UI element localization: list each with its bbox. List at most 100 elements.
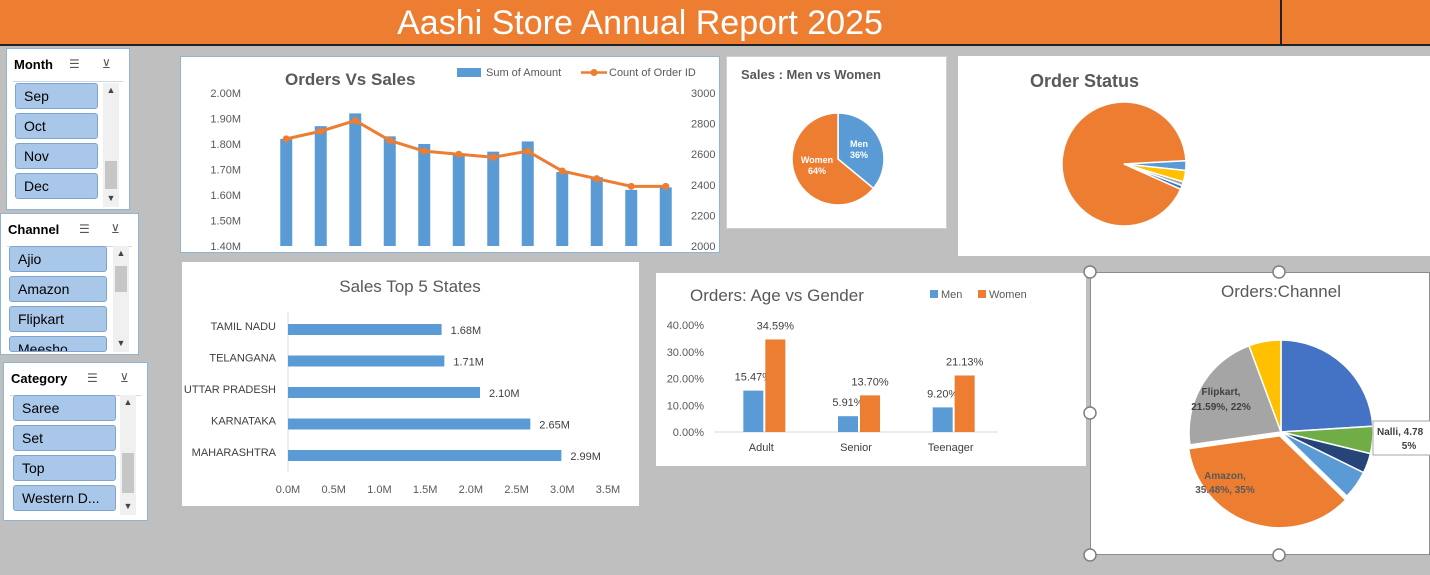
clear-filter-icon[interactable]: ⊻ xyxy=(120,371,129,385)
value-label: 2.65M xyxy=(539,420,570,432)
y-tick-label: 1.90M xyxy=(210,114,241,126)
slicer-item-top[interactable]: Top xyxy=(13,455,116,481)
orders-channel-svg: Orders:Channel Nalli, 4.78 5% Amazon, 35… xyxy=(1187,282,1430,529)
bar xyxy=(556,172,569,246)
slicer-item-dec[interactable]: Dec xyxy=(15,173,98,199)
bar xyxy=(349,113,362,247)
selection-handles[interactable] xyxy=(1078,262,1430,568)
scroll-thumb[interactable] xyxy=(122,453,134,493)
top5-states-svg: Sales Top 5 States TAMIL NADU 1.68M TELANG… xyxy=(184,277,620,496)
value-label: 13.70% xyxy=(851,376,889,388)
bar xyxy=(743,390,764,432)
slicer-item-nov[interactable]: Nov xyxy=(15,143,98,169)
resize-handle[interactable] xyxy=(1083,548,1097,562)
scroll-up-icon[interactable]: ▲ xyxy=(116,248,126,258)
y2-tick-label: 2200 xyxy=(691,210,715,222)
status-slice xyxy=(1123,163,1184,191)
category-slicer[interactable]: Category ☰ ⊻ Saree Set Top Western D... … xyxy=(3,362,148,521)
value-label: 2.10M xyxy=(489,388,520,400)
resize-handle[interactable] xyxy=(1272,265,1286,279)
clear-filter-icon[interactable]: ⊻ xyxy=(111,222,120,236)
resize-handle[interactable] xyxy=(1272,548,1286,562)
slice-percent-women: 64% xyxy=(808,166,826,176)
sales-men-women-svg: Sales : Men vs Women Men 36% Women 64% xyxy=(741,67,885,206)
age-vs-gender-svg: Orders: Age vs Gender Men Women 40.00% 30… xyxy=(667,286,1027,454)
legend-label-women: Women xyxy=(989,289,1027,301)
line-point xyxy=(420,147,428,155)
report-banner: Aashi Store Annual Report 2025 xyxy=(0,0,1430,46)
slicer-item-amazon[interactable]: Amazon xyxy=(9,276,107,302)
slicer-divider xyxy=(13,81,123,82)
slicer-item-set[interactable]: Set xyxy=(13,425,116,451)
y-tick-label: 20.00% xyxy=(667,374,705,386)
slice-percent-nalli: 5% xyxy=(1402,441,1417,452)
scroll-thumb[interactable] xyxy=(105,161,117,189)
slicer-item-flipkart[interactable]: Flipkart xyxy=(9,306,107,332)
resize-handle[interactable] xyxy=(1083,406,1097,420)
clear-filter-icon[interactable]: ⊻ xyxy=(102,57,111,71)
y-tick-label: 40.00% xyxy=(667,320,705,332)
y-tick-label: 30.00% xyxy=(667,347,705,359)
scroll-up-icon[interactable]: ▲ xyxy=(106,85,116,95)
slicer-item-oct[interactable]: Oct xyxy=(15,113,98,139)
slicer-item-ajio[interactable]: Ajio xyxy=(9,246,107,272)
category-label: TAMIL NADU xyxy=(211,321,276,333)
category-label: UTTAR PRADESH xyxy=(184,384,276,396)
gender-slice xyxy=(837,112,885,190)
channel-slicer[interactable]: Channel ☰ ⊻ Ajio Amazon Flipkart Meesho … xyxy=(0,213,139,355)
orders-vs-sales-chart[interactable]: Orders Vs Sales Sum of Amount Count of O… xyxy=(180,56,720,253)
line-point xyxy=(489,153,497,161)
x-tick-label: 2.5M xyxy=(504,484,528,496)
channel-slice xyxy=(1248,339,1282,433)
bar xyxy=(954,375,975,432)
scroll-down-icon[interactable]: ▼ xyxy=(123,501,133,511)
scroll-thumb[interactable] xyxy=(115,266,127,292)
month-scrollbar[interactable]: ▲ ▼ xyxy=(103,83,119,207)
channel-slice xyxy=(1280,339,1374,433)
scroll-down-icon[interactable]: ▼ xyxy=(106,193,116,203)
age-vs-gender-chart[interactable]: Orders: Age vs Gender Men Women 40.00% 30… xyxy=(656,273,1086,466)
bar xyxy=(487,151,500,246)
top5-states-chart[interactable]: Sales Top 5 States TAMIL NADU 1.68M TELANG… xyxy=(182,262,639,506)
slicer-item-saree[interactable]: Saree xyxy=(13,395,116,421)
multi-select-icon[interactable]: ☰ xyxy=(69,57,80,71)
channel-slice xyxy=(1187,435,1347,529)
slicer-item-western[interactable]: Western D... xyxy=(13,485,116,511)
bar xyxy=(288,324,442,335)
x-tick-label: 3.5M xyxy=(596,484,620,496)
order-status-chart[interactable]: Order Status xyxy=(958,56,1430,256)
category-slicer-title: Category xyxy=(11,371,68,386)
report-title: Aashi Store Annual Report 2025 xyxy=(397,4,883,42)
slice-label-flipkart: Flipkart, xyxy=(1202,387,1241,398)
y2-tick-label: 3000 xyxy=(691,88,715,100)
y-tick-label: 1.50M xyxy=(210,216,241,228)
month-slicer[interactable]: Month ☰ ⊻ Sep Oct Nov Dec ▲ ▼ xyxy=(6,48,130,210)
multi-select-icon[interactable]: ☰ xyxy=(87,371,98,385)
y-tick-label: 0.00% xyxy=(673,427,704,439)
slice-label-men: Men xyxy=(850,139,868,149)
x-tick-label: 0.0M xyxy=(276,484,300,496)
orders-vs-sales-svg: Orders Vs Sales Sum of Amount Count of O… xyxy=(210,67,715,253)
channel-scrollbar[interactable]: ▲ ▼ xyxy=(113,246,129,352)
y-tick-label: 10.00% xyxy=(667,400,705,412)
bar xyxy=(314,126,327,246)
sales-men-women-chart[interactable]: Sales : Men vs Women Men 36% Women 64% xyxy=(726,56,947,229)
scroll-up-icon[interactable]: ▲ xyxy=(123,397,133,407)
scroll-down-icon[interactable]: ▼ xyxy=(116,338,126,348)
category-scrollbar[interactable]: ▲ ▼ xyxy=(120,395,136,515)
chart-title: Orders Vs Sales xyxy=(285,70,415,89)
orders-channel-chart[interactable]: Orders:Channel Nalli, 4.78 5% Amazon, 35… xyxy=(1090,272,1430,555)
bar xyxy=(383,136,396,246)
slicer-item-sep[interactable]: Sep xyxy=(15,83,98,109)
channel-slicer-title: Channel xyxy=(8,222,60,237)
banner-divider xyxy=(1280,0,1282,46)
multi-select-icon[interactable]: ☰ xyxy=(79,222,90,236)
slicer-item-meesho[interactable]: Meesho xyxy=(9,336,107,352)
chart-title: Order Status xyxy=(1030,71,1139,91)
resize-handle[interactable] xyxy=(1083,265,1097,279)
y-tick-label: 1.70M xyxy=(210,165,241,177)
line-point xyxy=(282,135,290,143)
x-tick-label: 2.0M xyxy=(459,484,483,496)
category-label: MAHARASHTRA xyxy=(192,447,277,459)
nalli-label-box xyxy=(1372,420,1430,456)
